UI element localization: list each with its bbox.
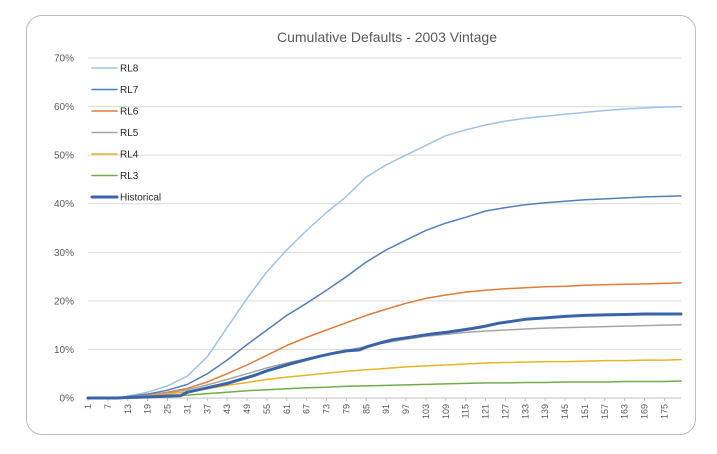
x-tick-label: 121	[481, 404, 491, 419]
series-line-rl8	[87, 105, 682, 399]
x-tick-label: 109	[441, 404, 451, 419]
y-tick-label: 70%	[54, 54, 74, 65]
series-line-rl3	[87, 380, 682, 399]
y-tick-label: 50%	[54, 151, 74, 162]
x-tick-label: 55	[262, 404, 272, 414]
x-tick-label: 49	[242, 404, 252, 414]
series-line-rl6	[87, 282, 682, 399]
x-tick-label: 157	[600, 404, 610, 419]
x-tick-label: 127	[500, 404, 510, 419]
y-axis-ticks: 0% 10% 20% 30% 40% 50% 60% 70%	[54, 54, 74, 405]
x-tick-label: 25	[163, 404, 173, 414]
x-tick-label: 73	[322, 404, 332, 414]
x-tick-label: 19	[143, 404, 153, 414]
series-line-historical	[86, 312, 683, 400]
legend-label: RL5	[120, 128, 139, 139]
y-tick-label: 60%	[54, 102, 74, 113]
y-tick-label: 0%	[60, 394, 75, 405]
x-tick-label: 145	[560, 404, 570, 419]
chart-frame	[26, 15, 696, 435]
x-axis-ticks: 1 7 13 19 25 31 37 43 49 55 61 67 73 79 85 91 97 103 109 11…	[83, 398, 669, 419]
x-tick-label: 139	[540, 404, 550, 419]
series-lines	[86, 105, 683, 400]
x-tick-label: 61	[282, 404, 292, 414]
x-tick-label: 13	[123, 404, 133, 414]
x-tick-label: 169	[640, 404, 650, 419]
legend: RL8 RL7 RL6 RL5 RL4 RL3 Historical	[90, 64, 161, 204]
legend-label: RL4	[120, 150, 139, 161]
series-line-rl7	[87, 195, 682, 399]
x-tick-label: 133	[520, 404, 530, 419]
x-tick-label: 1	[83, 404, 93, 409]
y-tick-label: 30%	[54, 248, 74, 259]
x-tick-label: 91	[381, 404, 391, 414]
legend-label: Historical	[120, 193, 161, 204]
legend-label: RL7	[120, 85, 139, 96]
y-tick-label: 10%	[54, 345, 74, 356]
legend-label: RL6	[120, 107, 139, 118]
x-tick-label: 103	[421, 404, 431, 419]
x-tick-label: 175	[659, 404, 669, 419]
x-tick-label: 115	[461, 404, 471, 418]
x-tick-label: 97	[401, 404, 411, 414]
x-tick-label: 151	[580, 404, 590, 419]
grid-lines	[88, 57, 681, 350]
y-tick-label: 40%	[54, 199, 74, 210]
x-tick-label: 67	[302, 404, 312, 414]
x-tick-label: 43	[222, 404, 232, 414]
y-tick-label: 20%	[54, 296, 74, 307]
x-tick-label: 7	[103, 404, 113, 409]
x-tick-label: 85	[361, 404, 371, 414]
series-line-rl4	[87, 358, 682, 399]
x-tick-label: 37	[202, 404, 212, 414]
x-tick-label: 31	[182, 404, 192, 414]
legend-label: RL3	[120, 171, 139, 182]
x-tick-label: 79	[341, 404, 351, 414]
chart-title: Cumulative Defaults - 2003 Vintage	[277, 29, 497, 45]
x-tick-label: 163	[620, 404, 630, 419]
legend-label: RL8	[120, 64, 139, 75]
